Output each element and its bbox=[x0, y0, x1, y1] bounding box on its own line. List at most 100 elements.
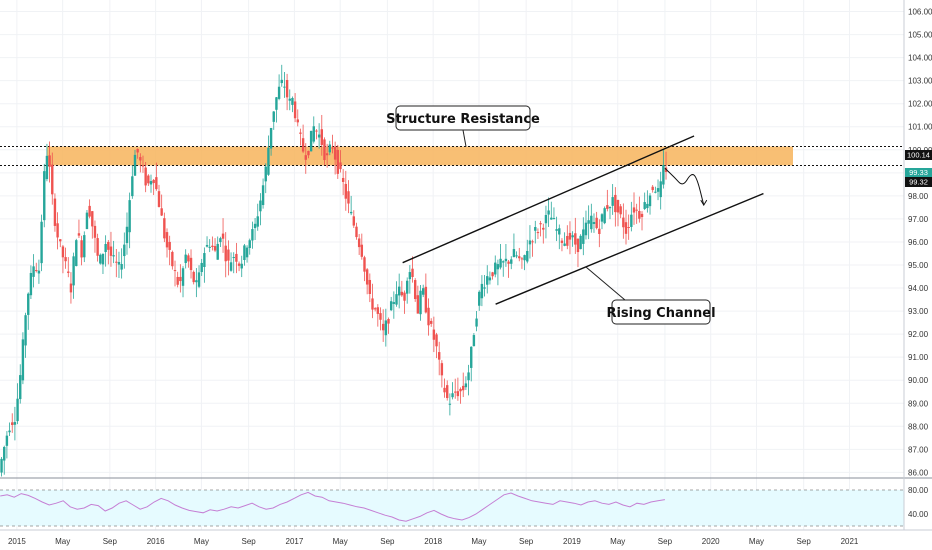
candle-body bbox=[320, 129, 323, 145]
candle bbox=[419, 285, 422, 321]
candle bbox=[296, 109, 299, 127]
candle-body bbox=[507, 261, 510, 264]
candle-body bbox=[200, 262, 203, 273]
candle-body bbox=[590, 215, 593, 230]
candle-body bbox=[304, 155, 307, 160]
candle bbox=[552, 207, 556, 220]
candle bbox=[261, 178, 265, 209]
candle bbox=[320, 114, 323, 156]
price-tick-label: 103.00 bbox=[908, 77, 932, 86]
candle-body bbox=[285, 80, 289, 98]
rsi-tick-label: 80.00 bbox=[908, 486, 929, 495]
candles bbox=[0, 64, 668, 477]
candle bbox=[360, 233, 364, 260]
candle-body bbox=[325, 153, 329, 156]
candle bbox=[560, 238, 564, 252]
candle bbox=[179, 264, 182, 293]
candle bbox=[638, 196, 641, 223]
candle-body bbox=[72, 256, 75, 286]
candle-body bbox=[333, 146, 337, 160]
candle-body bbox=[531, 241, 534, 243]
price-tick-label: 86.00 bbox=[908, 468, 929, 477]
level-badge-lower-text: 99.32 bbox=[909, 178, 928, 187]
candle bbox=[403, 290, 406, 314]
candle bbox=[232, 252, 235, 274]
candle-body bbox=[539, 223, 542, 225]
candle-body bbox=[598, 228, 601, 234]
candle-body bbox=[112, 255, 115, 257]
candle bbox=[408, 265, 412, 294]
candle bbox=[651, 185, 654, 193]
candle-body bbox=[347, 191, 350, 204]
candle bbox=[579, 234, 582, 250]
candle bbox=[344, 170, 348, 211]
level-badge-price-text: 99.33 bbox=[909, 168, 928, 177]
candle-body bbox=[16, 398, 19, 422]
candle bbox=[424, 273, 428, 314]
channel-upper-line bbox=[402, 135, 695, 264]
candle-body bbox=[635, 209, 638, 211]
candle bbox=[269, 127, 273, 156]
candle-body bbox=[429, 320, 433, 324]
candle-body bbox=[357, 238, 361, 248]
candle-body bbox=[405, 280, 409, 294]
candle bbox=[496, 259, 500, 286]
candle-body bbox=[109, 246, 113, 256]
candle-body bbox=[67, 271, 70, 273]
candle-body bbox=[173, 270, 177, 272]
candle-body bbox=[35, 270, 38, 272]
time-tick-label: 2020 bbox=[702, 537, 720, 546]
candle bbox=[213, 238, 217, 253]
candle bbox=[614, 187, 617, 227]
time-tick-label: 2019 bbox=[563, 537, 581, 546]
candle-body bbox=[440, 363, 444, 376]
candle-body bbox=[149, 181, 153, 185]
candle-body bbox=[413, 280, 417, 300]
candle-body bbox=[566, 235, 569, 246]
candle-body bbox=[147, 175, 150, 184]
candle bbox=[488, 271, 492, 285]
price-tick-label: 97.00 bbox=[908, 215, 929, 224]
candle bbox=[91, 211, 94, 239]
candle bbox=[454, 378, 457, 399]
candle-body bbox=[131, 176, 134, 197]
candle-body bbox=[203, 253, 206, 267]
candle bbox=[576, 238, 580, 268]
candle bbox=[630, 201, 633, 232]
time-tick-label: 2021 bbox=[841, 537, 859, 546]
candle bbox=[429, 318, 433, 327]
rsi-panel: 80.00 40.00 bbox=[0, 477, 932, 527]
candle bbox=[240, 255, 243, 278]
projection-curve bbox=[664, 167, 705, 206]
level-badge-price: 99.33 bbox=[905, 168, 932, 177]
candle bbox=[486, 265, 489, 294]
candle bbox=[275, 96, 278, 123]
candle bbox=[48, 141, 51, 183]
candle-body bbox=[243, 245, 246, 261]
candle bbox=[293, 93, 297, 123]
candle-body bbox=[547, 210, 550, 215]
candle bbox=[243, 243, 246, 266]
candle bbox=[421, 284, 425, 298]
candle bbox=[251, 221, 254, 249]
candle-body bbox=[341, 177, 345, 182]
price-tick-label: 102.00 bbox=[908, 100, 932, 109]
rising-channel-callout: Rising Channel bbox=[585, 266, 716, 325]
candle-body bbox=[107, 241, 110, 250]
candle-body bbox=[571, 235, 574, 238]
candle bbox=[163, 212, 166, 243]
candle-body bbox=[80, 240, 83, 258]
candle-body bbox=[574, 233, 577, 245]
candle bbox=[96, 233, 99, 262]
candle bbox=[165, 228, 169, 258]
time-tick-label: May bbox=[749, 537, 764, 546]
candle-body bbox=[496, 264, 500, 270]
candle bbox=[312, 116, 315, 144]
candle bbox=[494, 255, 497, 278]
candle bbox=[245, 245, 249, 263]
candle bbox=[451, 382, 454, 400]
candle-body bbox=[0, 458, 3, 473]
candle bbox=[446, 380, 449, 401]
candle-body bbox=[638, 210, 641, 219]
